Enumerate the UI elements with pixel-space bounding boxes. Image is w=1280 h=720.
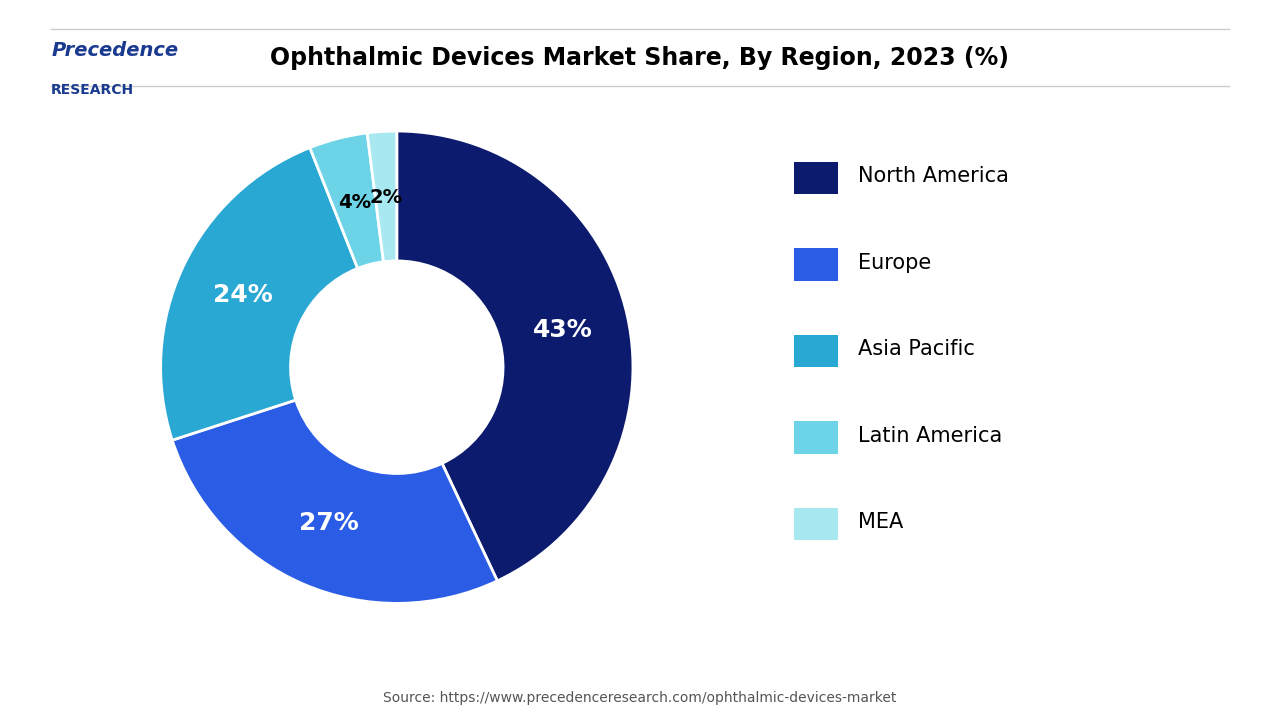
Text: Latin America: Latin America (858, 426, 1002, 446)
Text: MEA: MEA (858, 512, 902, 532)
Text: Europe: Europe (858, 253, 931, 273)
Text: Asia Pacific: Asia Pacific (858, 339, 974, 359)
Text: 4%: 4% (338, 193, 371, 212)
Text: Source: https://www.precedenceresearch.com/ophthalmic-devices-market: Source: https://www.precedenceresearch.c… (383, 691, 897, 706)
Text: North America: North America (858, 166, 1009, 186)
Wedge shape (367, 131, 397, 262)
Wedge shape (397, 131, 632, 581)
Text: Ophthalmic Devices Market Share, By Region, 2023 (%): Ophthalmic Devices Market Share, By Regi… (270, 45, 1010, 70)
Wedge shape (161, 148, 357, 440)
Text: 2%: 2% (370, 188, 403, 207)
Wedge shape (310, 133, 384, 269)
Text: RESEARCH: RESEARCH (51, 83, 134, 97)
Text: Precedence: Precedence (51, 41, 178, 60)
Wedge shape (173, 400, 498, 603)
Text: 43%: 43% (532, 318, 593, 342)
Text: 24%: 24% (212, 283, 273, 307)
Text: 27%: 27% (300, 511, 360, 535)
